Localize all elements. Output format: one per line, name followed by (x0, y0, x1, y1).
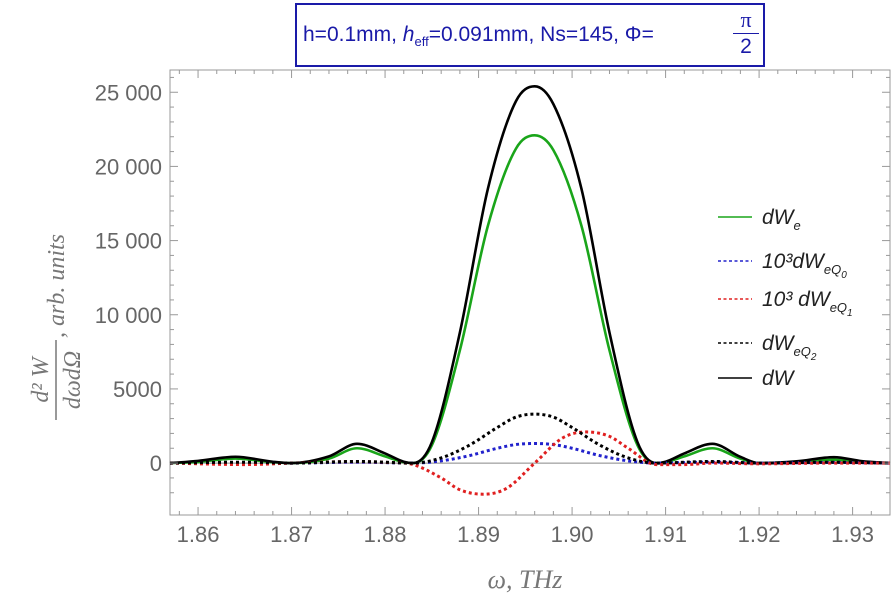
legend-label-dWeQ1: 10³ dWeQ1 (762, 288, 853, 319)
y-axis-label: d² W dωdΩ , arb. units (28, 234, 86, 420)
legend-label-dW: dW (762, 367, 796, 390)
legend-label-dWeQ2: dWeQ2 (762, 332, 817, 363)
legend-subsub: 1 (847, 308, 853, 319)
x-tick-label: 1.88 (364, 522, 407, 547)
title-h: h (402, 23, 415, 46)
legend-label-dWeQ0: 10³dWeQ0 (762, 250, 847, 281)
x-axis-label: ω, THz (488, 565, 563, 594)
title-text: h=0.1mm, heff=0.091mm, Ns=145, Φ= (303, 23, 654, 49)
y-tick-label: 10 000 (95, 303, 162, 328)
x-tick-label: 1.89 (457, 522, 500, 547)
legend-sub: eQ (794, 344, 811, 359)
legend-label-dWe: dWe (762, 206, 801, 233)
y-tick-label: 25 000 (95, 80, 162, 105)
y-label-numerator: d² W (28, 355, 54, 402)
series-line-dWe (169, 133, 891, 465)
legend-subsub: 0 (841, 270, 847, 281)
plot-border (169, 69, 891, 516)
x-tick-label: 1.90 (551, 522, 594, 547)
x-tick-label: 1.87 (270, 522, 313, 547)
series-line-dW (169, 85, 891, 465)
plot-frame (169, 69, 891, 516)
axis-ticks: 1.86 1.87 1.88 1.89 1.90 1.91 1.92 1.93 0 5000 10 … (95, 70, 890, 547)
title-fraction: π 2 (733, 7, 759, 60)
title-part-1: h=0.1mm, (303, 23, 403, 46)
x-tick-label: 1.92 (738, 522, 781, 547)
legend-subsub: 2 (810, 352, 817, 363)
legend-main: 10³ dW (762, 288, 832, 311)
y-tick-label: 20 000 (95, 154, 162, 179)
title-fraction-numerator: π (733, 7, 759, 34)
series-line-dWeQ2 (169, 412, 891, 465)
y-label-denominator: dωdΩ (60, 351, 86, 409)
title-fraction-denominator: 2 (740, 35, 752, 58)
legend-sub: e (794, 218, 801, 233)
legend-main: dW (762, 367, 796, 390)
legend-sub: eQ (824, 262, 841, 277)
legend-main: dW (762, 332, 796, 355)
x-tick-label: 1.91 (644, 522, 687, 547)
series-lines (169, 85, 891, 496)
x-tick-label: 1.86 (177, 522, 220, 547)
legend-main: 10³dW (762, 250, 826, 273)
title-sub: eff (414, 34, 429, 50)
chart-title: h=0.1mm, heff=0.091mm, Ns=145, Φ= π 2 (295, 3, 765, 67)
x-tick-label: 1.93 (831, 522, 874, 547)
y-tick-label: 0 (150, 451, 162, 476)
title-part-2: =0.091mm, Ns=145, Φ= (428, 23, 654, 46)
y-tick-label: 5000 (113, 377, 162, 402)
y-label-suffix: , arb. units (44, 234, 70, 338)
y-tick-label: 15 000 (95, 229, 162, 254)
legend-sub: eQ (830, 300, 847, 315)
series-line-dWeQ0 (169, 442, 891, 465)
legend-main: dW (762, 206, 796, 229)
